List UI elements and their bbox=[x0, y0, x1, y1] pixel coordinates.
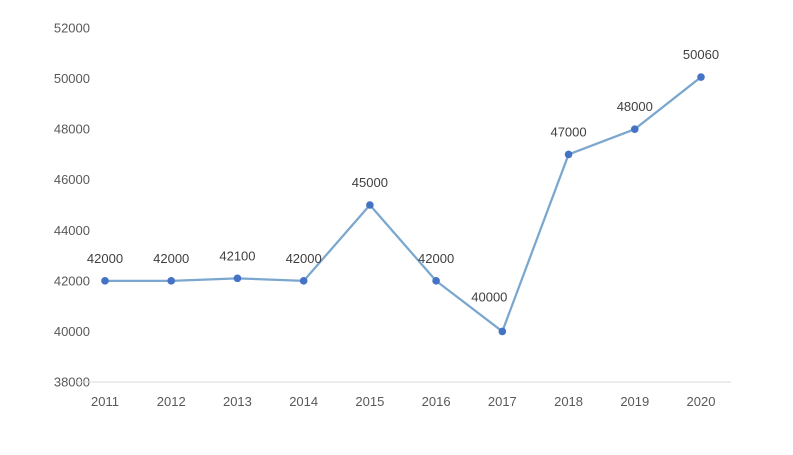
data-label: 47000 bbox=[550, 124, 586, 139]
data-point bbox=[697, 73, 705, 81]
data-label: 42000 bbox=[418, 251, 454, 266]
data-label: 42000 bbox=[87, 251, 123, 266]
data-label: 42000 bbox=[153, 251, 189, 266]
data-point bbox=[630, 125, 639, 133]
data-labels: 42000 42000 42100 42000 45000 42000 40000 47000… bbox=[87, 47, 719, 304]
x-tick-label: 2012 bbox=[157, 394, 186, 409]
x-tick-label: 2017 bbox=[488, 394, 517, 409]
y-tick-label: 44000 bbox=[54, 223, 90, 238]
y-tick-label: 38000 bbox=[54, 375, 90, 390]
data-point bbox=[101, 277, 109, 285]
y-tick-label: 40000 bbox=[54, 324, 90, 339]
x-tick-label: 2014 bbox=[289, 394, 318, 409]
data-point bbox=[564, 150, 573, 159]
y-tick-label: 48000 bbox=[54, 122, 90, 137]
data-label: 45000 bbox=[352, 175, 388, 190]
data-label: 50060 bbox=[683, 47, 719, 62]
x-tick-label: 2019 bbox=[620, 394, 649, 409]
data-point bbox=[233, 274, 242, 283]
x-tick-label: 2013 bbox=[223, 394, 252, 409]
data-point bbox=[498, 327, 507, 336]
data-label: 42000 bbox=[286, 251, 322, 266]
y-tick-label: 50000 bbox=[54, 71, 90, 86]
data-label: 48000 bbox=[617, 99, 653, 114]
data-point bbox=[432, 277, 440, 285]
x-tick-label: 2016 bbox=[422, 394, 451, 409]
x-tick-label: 2018 bbox=[554, 394, 583, 409]
y-tick-label: 42000 bbox=[54, 273, 90, 288]
x-tick-label: 2020 bbox=[687, 394, 716, 409]
y-tick-label: 52000 bbox=[54, 21, 90, 36]
x-tick-label: 2015 bbox=[355, 394, 384, 409]
x-axis-tick-labels: 2011 2012 2013 2014 2015 2016 2017 2018 2019 2020 bbox=[91, 394, 715, 409]
y-axis-tick-labels: 38000 40000 42000 44000 46000 48000 50000 52000 bbox=[54, 21, 90, 390]
data-label: 40000 bbox=[471, 289, 507, 304]
series-line bbox=[105, 76, 702, 333]
x-tick-label: 2011 bbox=[91, 394, 119, 409]
data-point bbox=[299, 277, 308, 285]
data-point bbox=[366, 201, 374, 209]
data-point bbox=[167, 277, 176, 285]
data-point-markers bbox=[101, 73, 705, 336]
data-label: 42100 bbox=[219, 248, 255, 263]
y-tick-label: 46000 bbox=[54, 172, 90, 187]
